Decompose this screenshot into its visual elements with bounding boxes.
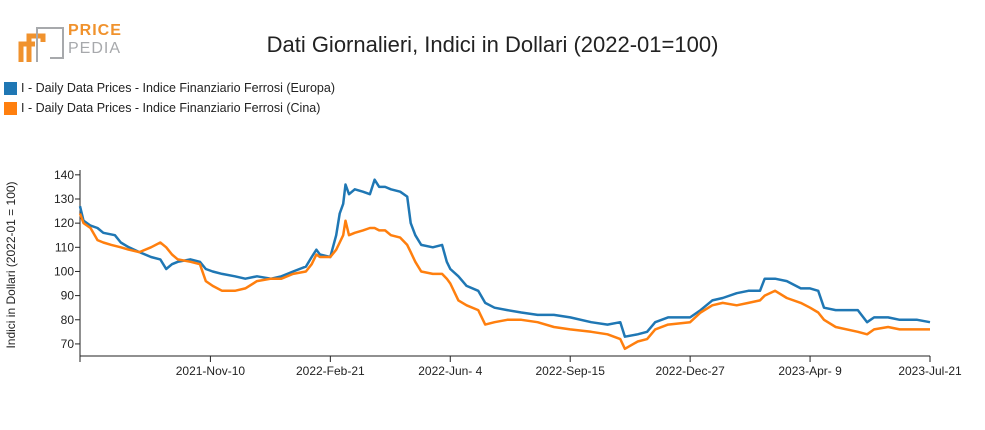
y-tick-label: 80 — [61, 313, 75, 327]
x-tick-label: 2022-Dec-27 — [655, 364, 725, 378]
x-tick-label: 2021-Nov-10 — [176, 364, 246, 378]
legend-item-cina[interactable]: I - Daily Data Prices - Indice Finanziar… — [4, 98, 335, 118]
y-tick-label: 110 — [55, 240, 74, 254]
y-tick-label: 70 — [61, 337, 75, 351]
y-tick-label: 100 — [54, 264, 74, 278]
series-line-cina — [78, 213, 930, 351]
legend-label-cina: I - Daily Data Prices - Indice Finanziar… — [21, 101, 321, 115]
y-tick-label: 90 — [61, 289, 75, 303]
y-tick-label: 140 — [54, 168, 74, 182]
y-axis-title: Indici in Dollari (2022-01 = 100) — [4, 181, 18, 348]
series-line-europa — [78, 178, 931, 338]
x-tick-label: 2023-Apr- 9 — [778, 364, 842, 378]
pricepedia-logo-mark — [18, 27, 64, 62]
legend-label-europa: I - Daily Data Prices - Indice Finanziar… — [21, 81, 335, 95]
legend-item-europa[interactable]: I - Daily Data Prices - Indice Finanziar… — [4, 78, 335, 98]
y-tick-label: 130 — [54, 192, 74, 206]
legend-swatch-cina — [4, 101, 17, 115]
x-tick-label: 2022-Feb-21 — [296, 364, 365, 378]
x-tick-label: 2023-Jul-21 — [898, 364, 962, 378]
y-tick-label: 120 — [54, 216, 74, 230]
logo-text-price: PRICE — [68, 22, 122, 39]
chart-lines — [78, 178, 931, 351]
x-tick-label: 2022-Sep-15 — [536, 364, 606, 378]
chart-axes: 70 80 90 100 110 120 130 140 2021-Nov-10 2022-Feb… — [54, 168, 962, 378]
logo-text-pedia: PEDIA — [68, 40, 122, 57]
x-tick-label: 2022-Jun- 4 — [418, 364, 482, 378]
pricepedia-logo: PRICE PEDIA — [18, 22, 128, 66]
legend-swatch-europa — [4, 81, 17, 95]
chart-legend: I - Daily Data Prices - Indice Finanziar… — [4, 78, 335, 118]
chart-title: Dati Giornalieri, Indici in Dollari (202… — [266, 32, 719, 57]
